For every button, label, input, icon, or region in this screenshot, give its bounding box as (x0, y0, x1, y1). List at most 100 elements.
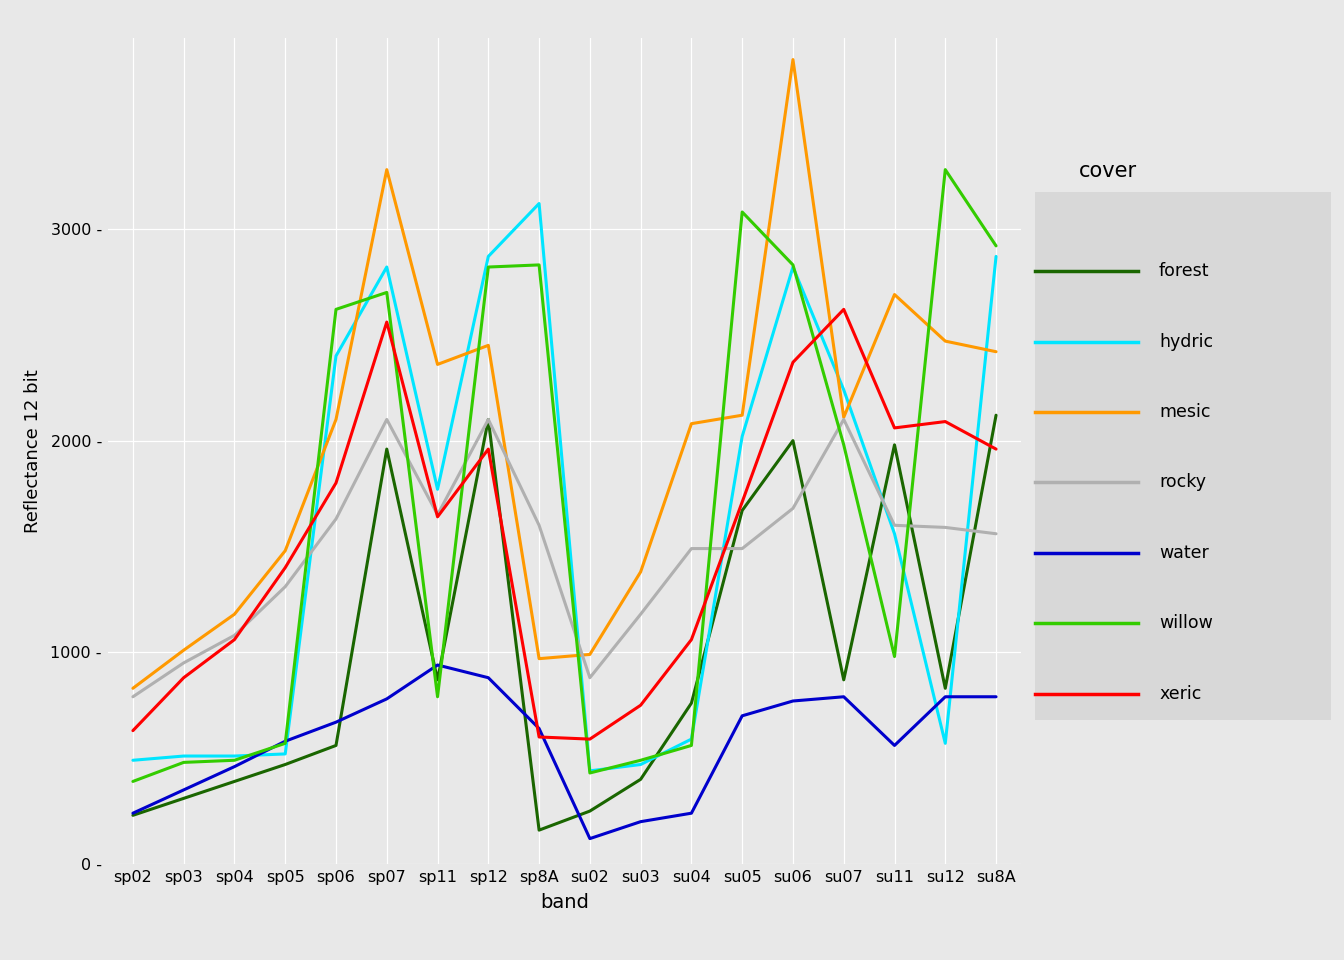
willow (379, 287, 395, 299)
xeric (328, 477, 344, 489)
Line: water: water (133, 665, 996, 839)
rocky (125, 691, 141, 703)
rocky (480, 414, 496, 425)
hydric (176, 751, 192, 762)
Line: xeric: xeric (133, 309, 996, 739)
willow (785, 259, 801, 271)
water (430, 660, 446, 671)
xeric (785, 356, 801, 368)
forest (785, 435, 801, 446)
Text: cover: cover (1079, 161, 1137, 181)
willow (582, 767, 598, 779)
Text: forest: forest (1159, 262, 1210, 280)
water (633, 816, 649, 828)
mesic (226, 609, 242, 620)
forest (480, 414, 496, 425)
rocky (683, 542, 699, 554)
forest (531, 825, 547, 836)
mesic (785, 54, 801, 65)
X-axis label: band: band (540, 893, 589, 912)
hydric (683, 733, 699, 745)
hydric (734, 431, 750, 443)
rocky (176, 658, 192, 669)
willow (887, 651, 903, 662)
forest (125, 809, 141, 821)
mesic (176, 644, 192, 656)
forest (887, 439, 903, 450)
water (328, 716, 344, 728)
xeric (734, 496, 750, 508)
willow (683, 740, 699, 752)
mesic (379, 164, 395, 176)
hydric (836, 384, 852, 396)
forest (379, 444, 395, 455)
forest (633, 774, 649, 785)
forest (277, 758, 293, 770)
hydric (531, 198, 547, 209)
xeric (125, 725, 141, 736)
mesic (582, 649, 598, 660)
willow (734, 206, 750, 218)
xeric (988, 444, 1004, 455)
xeric (937, 416, 953, 427)
mesic (734, 410, 750, 421)
water (176, 784, 192, 796)
hydric (379, 261, 395, 273)
rocky (734, 542, 750, 554)
Line: mesic: mesic (133, 60, 996, 688)
mesic (430, 359, 446, 371)
rocky (785, 503, 801, 515)
xeric (531, 732, 547, 743)
mesic (988, 346, 1004, 357)
hydric (887, 528, 903, 540)
Y-axis label: Reflectance 12 bit: Reflectance 12 bit (24, 370, 42, 533)
water (125, 807, 141, 819)
xeric (836, 303, 852, 315)
forest (734, 505, 750, 516)
Text: willow: willow (1159, 614, 1212, 633)
forest (836, 674, 852, 685)
mesic (937, 335, 953, 347)
hydric (430, 484, 446, 495)
hydric (988, 251, 1004, 262)
water (887, 740, 903, 752)
willow (531, 259, 547, 271)
willow (176, 756, 192, 768)
willow (937, 164, 953, 176)
rocky (328, 514, 344, 525)
forest (430, 674, 446, 685)
xeric (226, 634, 242, 645)
Text: water: water (1159, 543, 1208, 562)
forest (328, 740, 344, 752)
mesic (887, 289, 903, 300)
forest (988, 410, 1004, 421)
water (480, 672, 496, 684)
Line: willow: willow (133, 170, 996, 781)
hydric (582, 765, 598, 777)
rocky (633, 609, 649, 620)
rocky (379, 414, 395, 425)
mesic (683, 418, 699, 429)
hydric (480, 251, 496, 262)
forest (937, 683, 953, 694)
water (683, 807, 699, 819)
rocky (430, 509, 446, 520)
willow (480, 261, 496, 273)
forest (683, 697, 699, 708)
Line: hydric: hydric (133, 204, 996, 771)
rocky (582, 672, 598, 684)
water (277, 735, 293, 747)
willow (226, 755, 242, 766)
mesic (328, 414, 344, 425)
xeric (887, 422, 903, 434)
xeric (430, 511, 446, 522)
Line: rocky: rocky (133, 420, 996, 697)
forest (176, 793, 192, 804)
water (836, 691, 852, 703)
Text: mesic: mesic (1159, 403, 1211, 421)
rocky (226, 630, 242, 641)
xeric (683, 634, 699, 645)
water (379, 693, 395, 705)
Line: forest: forest (133, 416, 996, 830)
Text: rocky: rocky (1159, 473, 1206, 492)
